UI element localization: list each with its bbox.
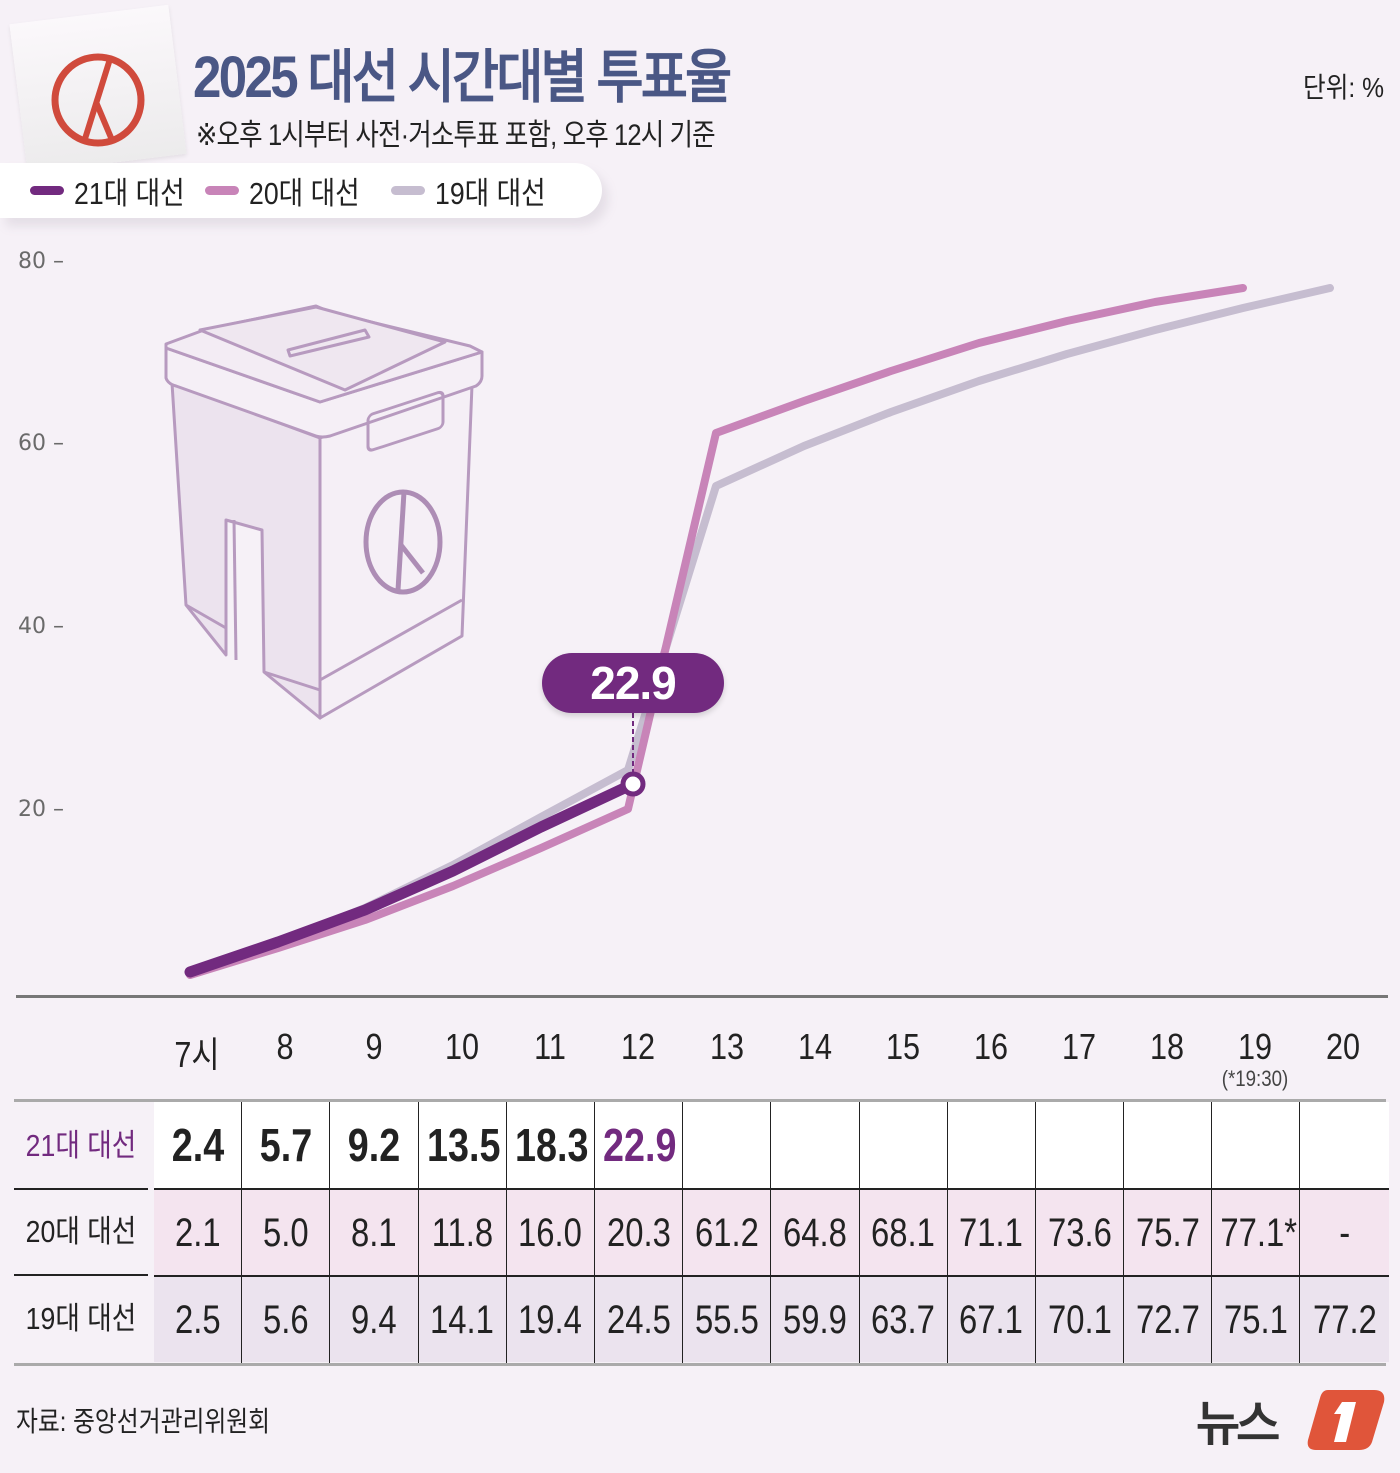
table-cell: 24.5 xyxy=(595,1277,684,1364)
table-cell: 73.6 xyxy=(1036,1190,1125,1277)
table-cell: 11.8 xyxy=(419,1190,507,1277)
row-label: 21대 대선 xyxy=(25,1128,137,1163)
table-cell: 2.4 xyxy=(154,1102,243,1189)
ballot-box-icon xyxy=(164,304,484,720)
table-cell: 75.1 xyxy=(1212,1277,1301,1364)
y-tick-40: 40 – xyxy=(18,614,64,639)
table-top-border xyxy=(14,1099,1386,1102)
table-cell: 63.7 xyxy=(860,1277,948,1364)
legend-label: 20대 대선 xyxy=(248,176,360,211)
table-cell: 16.0 xyxy=(507,1190,595,1277)
table-cell: 61.2 xyxy=(683,1190,772,1277)
table-cell: 70.1 xyxy=(1036,1277,1125,1364)
series-21-line xyxy=(184,778,639,978)
chart-subtitle: ※오후 1시부터 사전·거소투표 포함, 오후 12시 기준 xyxy=(196,119,716,152)
legend-label: 21대 대선 xyxy=(74,176,185,211)
table-cell: 18.3 xyxy=(507,1102,595,1189)
legend: 21대 대선 20대 대선 19대 대선 xyxy=(0,163,602,218)
x-axis-line xyxy=(16,995,1388,998)
y-tick-80: 80 – xyxy=(18,249,64,274)
row-cells: 2.1 5.0 8.1 11.8 16.0 20.3 61.2 64.8 68.… xyxy=(154,1188,1389,1277)
vote-stamp-icon xyxy=(51,53,145,147)
row-label: 20대 대선 xyxy=(25,1214,137,1249)
table-cell xyxy=(860,1102,948,1189)
legend-swatch-20 xyxy=(204,186,239,195)
row-cells: 2.4 5.7 9.2 13.5 18.3 22.9 xyxy=(154,1102,1389,1189)
hour-label: 20 xyxy=(1325,1026,1361,1067)
table-cell xyxy=(1212,1102,1301,1189)
hour-label: 8 xyxy=(276,1026,294,1067)
table-cell: 77.1* xyxy=(1212,1190,1301,1277)
unit-label: 단위: % xyxy=(1303,72,1384,103)
latest-value-callout: 22.9 xyxy=(542,653,724,713)
table-cell: 9.2 xyxy=(330,1102,419,1189)
table-cell: 71.1 xyxy=(948,1190,1036,1277)
hour-label: 10 xyxy=(444,1026,480,1067)
table-cell: 2.1 xyxy=(154,1190,243,1277)
table-cell: - xyxy=(1339,1211,1350,1255)
table-bottom-border xyxy=(14,1363,1386,1366)
table-cell: 19.4 xyxy=(507,1277,595,1364)
row-cells: 2.5 5.6 9.4 14.1 19.4 24.5 55.5 59.9 63.… xyxy=(154,1275,1389,1364)
table-cell: 20.3 xyxy=(595,1190,684,1277)
legend-swatch-19 xyxy=(391,186,426,195)
table-row-20: 20대 대선 2.1 5.0 8.1 11.8 16.0 20.3 61.2 6… xyxy=(14,1188,1389,1277)
legend-item-19: 19대 대선 xyxy=(391,168,564,213)
table-cell: 68.1 xyxy=(860,1190,948,1277)
hour-label: 7시 xyxy=(174,1034,220,1075)
news1-logo: 뉴스 xyxy=(1196,1390,1385,1452)
hour-label: 12 xyxy=(620,1026,656,1067)
table-row-21: 21대 대선 2.4 5.7 9.2 13.5 18.3 22.9 xyxy=(14,1102,1389,1190)
hour-label: 16 xyxy=(973,1026,1009,1067)
hour-label: 13 xyxy=(709,1026,745,1067)
y-tick-60: 60 – xyxy=(18,431,64,456)
svg-text:뉴스: 뉴스 xyxy=(1196,1396,1279,1452)
legend-item-21: 21대 대선 xyxy=(30,168,203,213)
table-cell xyxy=(1124,1102,1213,1189)
table-cell: 13.5 xyxy=(419,1102,507,1189)
legend-label: 19대 대선 xyxy=(435,176,546,211)
hour-label: 18 xyxy=(1149,1026,1185,1067)
table-cell: 5.6 xyxy=(242,1277,331,1364)
table-cell: 59.9 xyxy=(771,1277,860,1364)
table-cell-highlight: 22.9 xyxy=(595,1102,684,1189)
table-cell: 64.8 xyxy=(771,1190,860,1277)
hour-label: 14 xyxy=(797,1026,833,1067)
hour-label: 15 xyxy=(885,1026,921,1067)
line-chart xyxy=(164,284,1334,979)
legend-swatch-21 xyxy=(30,186,64,195)
table-cell: 5.0 xyxy=(242,1190,331,1277)
table-row-19: 19대 대선 2.5 5.6 9.4 14.1 19.4 24.5 55.5 5… xyxy=(14,1275,1389,1364)
table-cell: 67.1 xyxy=(948,1277,1036,1364)
hour-note: (*19:30) xyxy=(1221,1066,1289,1091)
hour-label: 9 xyxy=(365,1026,383,1067)
table-cell: 9.4 xyxy=(330,1277,419,1364)
source-credit: 자료: 중앙선거관리위원회 xyxy=(16,1406,271,1437)
table-cell: 55.5 xyxy=(683,1277,772,1364)
table-cell: 2.5 xyxy=(154,1277,243,1364)
table-cell: 77.2 xyxy=(1312,1298,1377,1342)
table-cell xyxy=(1036,1102,1125,1189)
y-tick-20: 20 – xyxy=(18,797,64,822)
series-20-line xyxy=(186,284,1247,979)
latest-data-point xyxy=(620,771,646,797)
table-cell: 14.1 xyxy=(419,1277,507,1364)
table-cell: 8.1 xyxy=(330,1190,419,1277)
hour-label: 17 xyxy=(1061,1026,1097,1067)
table-cell: 5.7 xyxy=(242,1102,331,1189)
table-cell xyxy=(683,1102,772,1189)
chart-title: 2025 대선 시간대별 투표율 xyxy=(193,45,732,110)
table-cell xyxy=(948,1102,1036,1189)
table-cell: 75.7 xyxy=(1124,1190,1213,1277)
hour-label: 11 xyxy=(534,1026,566,1067)
legend-item-20: 20대 대선 xyxy=(204,168,378,213)
hour-label: 19 xyxy=(1237,1026,1273,1067)
row-label: 19대 대선 xyxy=(25,1301,137,1336)
table-cell xyxy=(771,1102,860,1189)
table-cell: 72.7 xyxy=(1124,1277,1213,1364)
table-cell xyxy=(1300,1102,1388,1189)
